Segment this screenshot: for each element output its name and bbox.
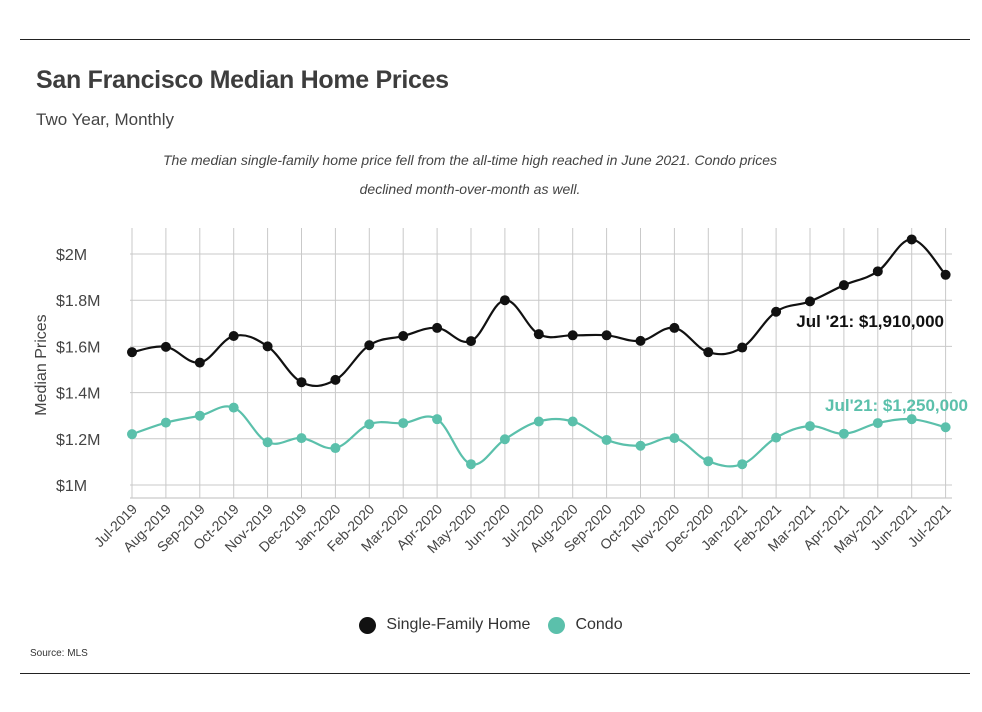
data-point-single-family [601,330,612,341]
chart-subtitle: Two Year, Monthly [36,110,174,129]
data-point-condo [601,434,612,445]
data-point-condo [228,402,239,413]
data-point-condo [838,428,849,439]
data-point-single-family [127,347,137,358]
data-point-single-family [364,340,375,351]
data-point-single-family [330,374,341,385]
data-point-condo [805,421,815,432]
data-point-single-family [533,329,544,340]
y-tick-label: $1.2M [56,432,100,449]
source-note: Source: MLS [30,648,88,659]
data-point-single-family [194,357,205,368]
data-point-condo [194,410,205,421]
data-point-single-family [805,296,815,307]
legend-swatch-single-family [359,616,377,634]
data-point-condo [262,437,273,448]
chart-note: The median single-family home price fell… [163,152,777,197]
data-point-single-family [771,306,782,317]
y-tick-label: $1.6M [56,339,100,356]
data-point-condo [296,433,307,444]
data-point-condo [703,456,714,467]
data-point-condo [127,429,137,440]
line-chart: $1M $1.2M $1.4M $1.6M $1.8M $2M Median Prices J… [33,228,968,556]
data-point-condo [160,417,171,428]
top-rule [20,39,970,40]
data-point-single-family [737,342,748,353]
y-tick-label: $2M [56,247,87,264]
legend-label-single-family: Single-Family Home [386,616,531,633]
y-axis-label: Median Prices [33,314,50,415]
data-point-single-family [466,336,476,347]
data-point-single-family [906,234,917,245]
legend: Single-Family Home Condo [0,616,982,634]
data-point-single-family [940,269,951,280]
data-point-single-family [838,280,849,291]
data-point-single-family [432,322,443,333]
data-point-condo [533,416,544,427]
chart-title: San Francisco Median Home Prices [36,66,449,94]
annotation-condo: Jul'21: $1,250,000 [825,396,968,415]
data-point-condo [940,422,951,433]
annotation-single-family: Jul '21: $1,910,000 [796,312,944,331]
y-tick-label: $1.8M [56,293,100,310]
data-point-single-family [635,335,646,346]
data-point-condo [669,433,680,444]
data-point-condo [771,432,782,443]
data-point-single-family [872,266,883,277]
data-point-condo [499,434,510,445]
data-point-single-family [228,331,239,342]
data-point-single-family [499,295,510,306]
data-point-single-family [262,341,273,352]
data-point-condo [635,440,646,451]
data-point-condo [432,414,443,425]
legend-item-condo: Condo [548,616,623,634]
data-point-single-family [703,347,714,358]
legend-swatch-condo [548,616,566,634]
data-point-condo [466,459,476,470]
data-point-single-family [398,331,409,342]
data-point-condo [330,443,341,454]
data-point-condo [872,418,883,429]
data-point-single-family [567,330,578,341]
legend-label-condo: Condo [575,616,623,633]
legend-item-single-family: Single-Family Home [359,616,530,634]
y-tick-label: $1M [56,478,87,495]
data-point-single-family [296,377,307,388]
data-point-single-family [160,341,171,352]
data-point-condo [398,418,409,429]
data-point-single-family [669,322,680,333]
data-point-condo [567,416,578,427]
y-tick-label: $1.4M [56,386,100,403]
bottom-rule [20,673,970,674]
data-point-condo [737,459,748,470]
data-point-condo [906,414,917,425]
data-point-condo [364,419,375,430]
